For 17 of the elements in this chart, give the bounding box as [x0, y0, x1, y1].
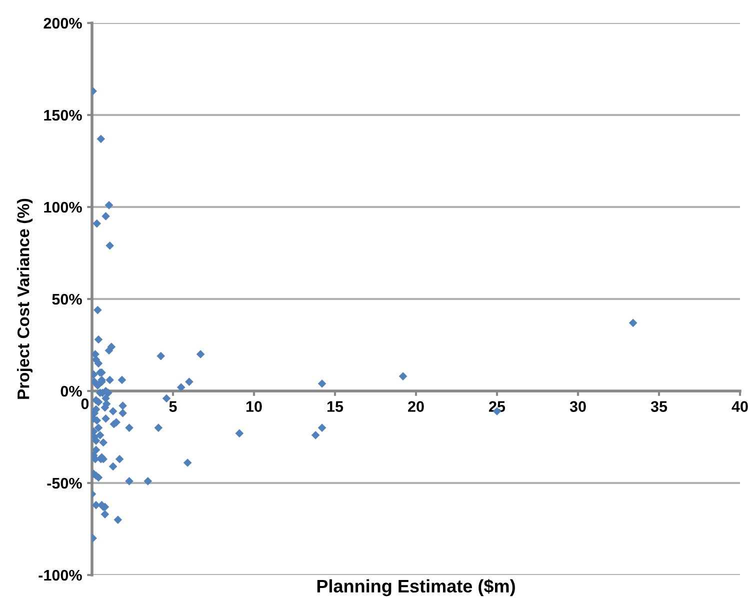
- x-axis-title: Planning Estimate ($m): [317, 578, 515, 596]
- y-axis-title: Project Cost Variance (%): [17, 198, 33, 399]
- x-tick-label: 20: [408, 401, 424, 412]
- y-tick-label: -100%: [38, 570, 82, 581]
- x-tick-label: 40: [732, 401, 748, 412]
- y-tick-label: 50%: [52, 294, 82, 305]
- y-tick-label: 0%: [60, 386, 82, 397]
- x-tick-label: 15: [327, 401, 344, 412]
- y-tick-label: 100%: [44, 202, 82, 213]
- x-tick-label: 30: [570, 401, 586, 412]
- x-tick-label: 10: [246, 401, 262, 412]
- y-tick-label: 200%: [44, 18, 82, 29]
- x-tick-label: 35: [650, 401, 668, 412]
- x-tick-label: 5: [169, 401, 177, 412]
- y-tick-label: 150%: [44, 110, 82, 121]
- y-tick-label: -50%: [47, 478, 82, 489]
- x-tick-label: 0: [81, 398, 89, 410]
